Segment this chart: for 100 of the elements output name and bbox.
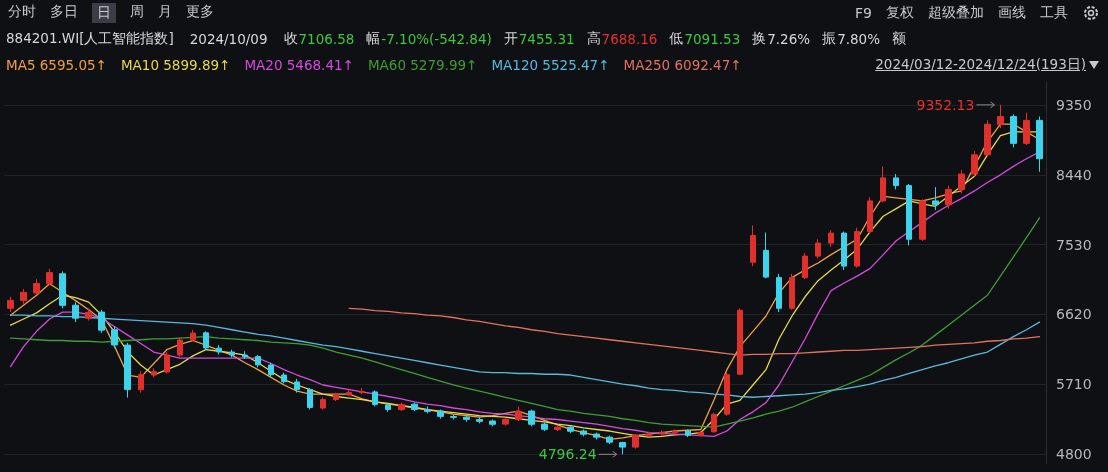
text: 7106.58 bbox=[298, 31, 355, 47]
candlestick bbox=[776, 273, 782, 313]
text: 2024/03/12-2024/12/24(193日) bbox=[875, 56, 1086, 74]
candlestick bbox=[333, 392, 339, 402]
text: 振 bbox=[822, 30, 837, 48]
candlestick bbox=[98, 309, 105, 334]
candlestick bbox=[554, 425, 561, 432]
candlestick bbox=[502, 417, 509, 427]
candlestick bbox=[46, 268, 53, 286]
candlestick bbox=[750, 224, 756, 267]
candlestick bbox=[33, 278, 40, 295]
candlestick bbox=[72, 301, 79, 323]
text: 超级叠加 bbox=[928, 4, 984, 22]
candlestick bbox=[906, 183, 912, 246]
candlestick bbox=[424, 405, 431, 414]
line-series bbox=[9, 314, 1041, 398]
text: 7688.16 bbox=[601, 31, 658, 47]
text: 开 bbox=[503, 30, 518, 48]
text: MA10 5899.89↑ bbox=[120, 57, 231, 73]
text: 画线 bbox=[998, 4, 1026, 22]
candlestick bbox=[320, 396, 326, 411]
candlestick bbox=[606, 435, 613, 445]
annotation: 4796.24 bbox=[538, 446, 597, 463]
candlestick bbox=[802, 252, 808, 280]
candlestick bbox=[541, 422, 548, 432]
candlestick bbox=[111, 326, 118, 349]
candlestick bbox=[932, 186, 939, 211]
candlestick bbox=[346, 388, 352, 397]
y-tick-label: 9350 bbox=[1056, 97, 1092, 114]
text: 月 bbox=[158, 3, 172, 21]
candlestick bbox=[997, 104, 1004, 129]
text: 7455.31 bbox=[518, 31, 575, 47]
candlestick bbox=[841, 231, 847, 271]
text: 额 bbox=[892, 30, 907, 48]
candlestick bbox=[242, 350, 248, 360]
candlestick bbox=[919, 198, 926, 242]
candlestick bbox=[737, 307, 743, 376]
candlestick bbox=[945, 185, 952, 210]
candlestick bbox=[971, 150, 978, 177]
candlestick bbox=[385, 402, 391, 413]
text: 884201.WI[人工智能指数] bbox=[6, 30, 174, 48]
candlestick bbox=[763, 231, 769, 279]
candlestick bbox=[645, 431, 652, 438]
y-tick-label: 6620 bbox=[1056, 306, 1092, 323]
candlestick bbox=[893, 173, 899, 190]
y-tick-label: 8440 bbox=[1056, 166, 1092, 183]
text: 日 bbox=[92, 3, 116, 23]
candlestick bbox=[281, 372, 287, 384]
candlestick bbox=[880, 165, 886, 203]
text: F9 bbox=[855, 5, 872, 21]
candlestick bbox=[268, 362, 274, 378]
candlestick bbox=[672, 428, 678, 435]
candlestick bbox=[1023, 112, 1030, 146]
candlestick bbox=[255, 354, 261, 368]
annotation: 9352.13 bbox=[916, 96, 975, 113]
candlestick bbox=[489, 419, 496, 427]
candlestick bbox=[1010, 113, 1017, 148]
candlestick bbox=[580, 428, 587, 437]
text: 7.80% bbox=[837, 31, 881, 47]
candlestick bbox=[528, 409, 535, 427]
candlestick bbox=[1036, 116, 1043, 173]
candlestick bbox=[216, 344, 222, 355]
candlestick bbox=[984, 119, 991, 157]
line-series bbox=[9, 217, 1041, 428]
candlestick bbox=[229, 349, 235, 358]
candlestick bbox=[138, 370, 144, 394]
candlestick bbox=[7, 296, 14, 313]
candlestick bbox=[711, 412, 717, 434]
candlestick bbox=[450, 413, 457, 421]
candlestick bbox=[164, 351, 170, 374]
candlestick bbox=[463, 415, 470, 423]
text: 低 bbox=[669, 30, 684, 48]
text: 周 bbox=[130, 3, 144, 21]
candlestick bbox=[632, 433, 639, 450]
text: 2024/10/09 bbox=[189, 31, 268, 47]
candlestick bbox=[437, 409, 444, 420]
candlestick bbox=[659, 429, 665, 437]
text: 换 bbox=[752, 30, 767, 48]
text: 分时 bbox=[8, 3, 36, 21]
line-series bbox=[348, 307, 1041, 356]
candlestick bbox=[685, 428, 691, 438]
candlestick bbox=[515, 405, 522, 422]
y-tick-label: 7530 bbox=[1056, 236, 1092, 253]
text: 工具 bbox=[1040, 4, 1068, 22]
candlestick bbox=[593, 432, 600, 440]
candlestick bbox=[372, 389, 378, 407]
candlestick bbox=[203, 330, 209, 351]
candlestick bbox=[20, 288, 27, 305]
candlestick bbox=[307, 387, 313, 411]
candlestick bbox=[190, 329, 196, 342]
text: 7091.53 bbox=[684, 31, 741, 47]
y-tick-label: 4800 bbox=[1056, 446, 1092, 463]
text: -7.10%(-542.84) bbox=[381, 31, 492, 47]
text: 高 bbox=[586, 30, 601, 48]
y-tick-label: 5710 bbox=[1056, 376, 1092, 393]
candlestick bbox=[828, 229, 834, 248]
candlestick bbox=[815, 238, 821, 259]
text: 7.26% bbox=[767, 31, 811, 47]
candlestick bbox=[619, 441, 626, 455]
candlestick bbox=[151, 367, 157, 378]
